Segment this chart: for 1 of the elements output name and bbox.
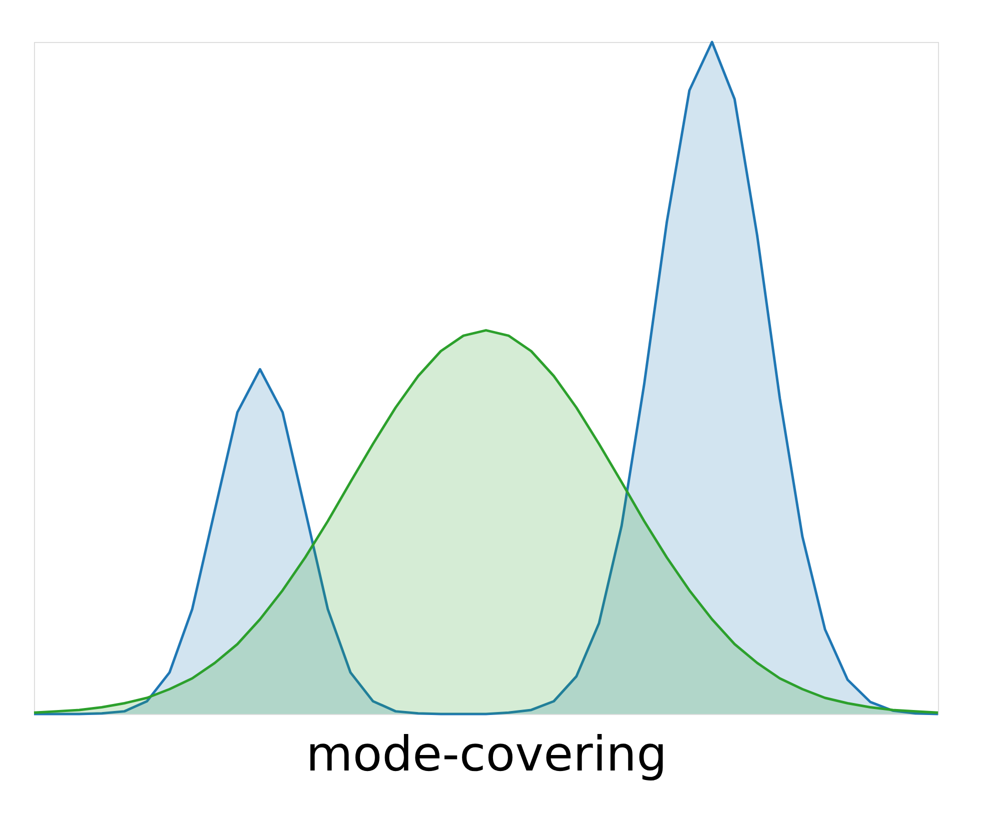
x-axis-title: mode-covering xyxy=(306,726,668,782)
